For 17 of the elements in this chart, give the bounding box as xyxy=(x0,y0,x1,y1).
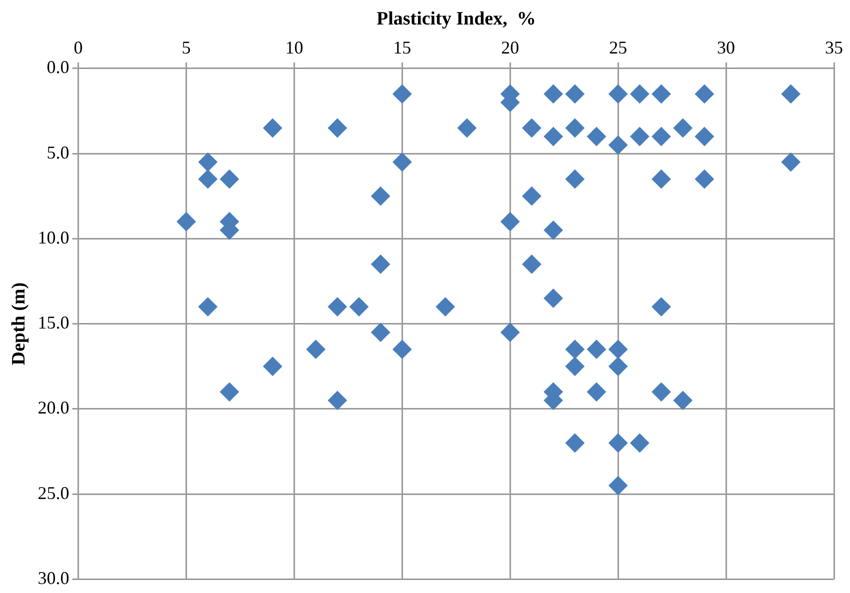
x-tick-label: 35 xyxy=(825,37,843,58)
y-tick-label: 25.0 xyxy=(38,482,70,503)
x-tick-label: 15 xyxy=(393,37,412,58)
y-tick-label: 20.0 xyxy=(38,398,70,418)
x-tick-label: 25 xyxy=(609,37,628,58)
y-tick-label: 10.0 xyxy=(38,227,70,248)
y-tick-label: 30.0 xyxy=(38,568,70,588)
y-axis-title: Depth (m) xyxy=(8,282,30,366)
x-tick-label: 0 xyxy=(74,37,83,58)
y-tick-label: 5.0 xyxy=(46,142,70,162)
y-tick-label: 0.0 xyxy=(46,57,70,78)
x-tick-label: 20 xyxy=(501,37,520,58)
x-axis-title: Plasticity Index, % xyxy=(376,8,536,30)
x-tick-label: 30 xyxy=(717,37,736,58)
x-tick-label: 10 xyxy=(285,37,304,58)
x-tick-label: 5 xyxy=(182,37,191,58)
y-tick-label: 15.0 xyxy=(38,312,70,333)
